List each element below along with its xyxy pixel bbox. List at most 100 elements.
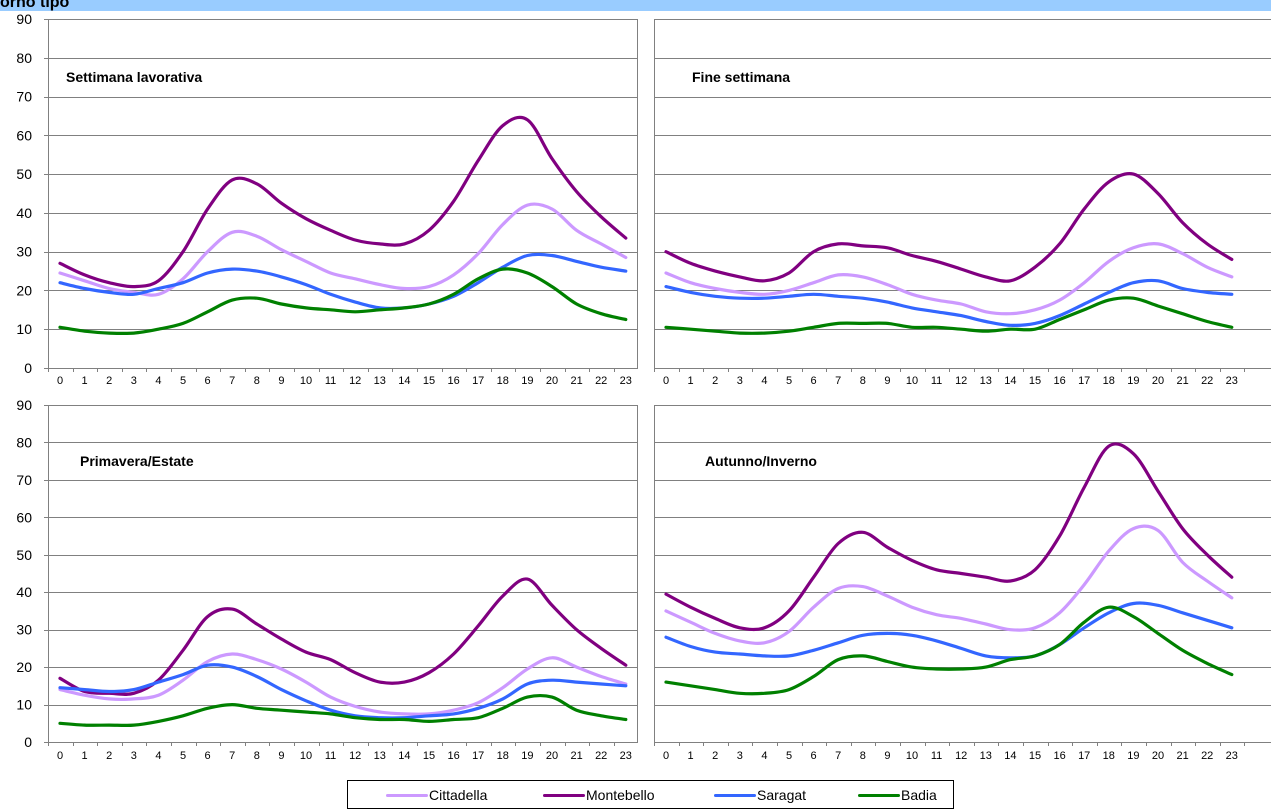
x-tick-label: 12 [955,750,967,762]
x-tick-label: 0 [663,750,669,762]
x-tick-label: 1 [688,750,694,762]
x-tick-label: 13 [374,375,386,387]
x-tick-label: 8 [860,750,866,762]
x-tick-label: 5 [786,750,792,762]
legend-swatch-cittadella [386,794,428,797]
x-tick-label: 17 [472,750,484,762]
x-tick-label: 6 [811,750,817,762]
series-line-cittadella [664,242,1234,316]
y-tick-label: 60 [16,509,32,525]
y-tick-label: 20 [16,282,32,298]
y-tick-label: 90 [16,11,32,27]
x-tick-label: 14 [398,750,410,762]
x-tick-label: 5 [180,375,186,387]
x-tick-label: 14 [1004,750,1016,762]
x-tick-label: 17 [1078,750,1090,762]
x-tick-label: 18 [497,750,509,762]
x-tick-label: 21 [1176,375,1188,387]
x-tick-label: 9 [278,375,284,387]
series-line-saragat [58,252,628,311]
x-tick-label: 23 [620,750,632,762]
x-tick-label: 14 [398,375,410,387]
x-tick-label: 21 [570,750,582,762]
x-tick-label: 21 [1176,750,1188,762]
x-tick-label: 6 [811,375,817,387]
chart-title-autunno-inverno: Autunno/Inverno [705,453,817,469]
y-tick-label: 0 [24,360,32,376]
x-tick-label: 8 [254,750,260,762]
x-tick-label: 17 [472,375,484,387]
y-tick-label: 40 [16,584,32,600]
x-tick-label: 19 [1127,375,1139,387]
x-tick-label: 4 [761,375,767,387]
chart-title-settimana-lavorativa: Settimana lavorativa [66,69,202,85]
x-tick-label: 10 [906,375,918,387]
header-title: orno tipo [0,0,70,11]
series-line-badia [664,296,1234,335]
y-tick-label: 30 [16,622,32,638]
x-tick-label: 4 [761,750,767,762]
x-tick-label: 19 [521,375,533,387]
chart-panel-fine-settimana: 0 1 2 3 4 5 6 7 8 9 10 11 12 13 14 15 16 17 18 19 20 21 22 23Fi… [654,19,1271,387]
x-tick-label: 16 [447,375,459,387]
x-tick-label: 10 [300,375,312,387]
x-tick-label: 20 [546,375,558,387]
x-tick-label: 20 [1152,375,1164,387]
x-tick-label: 2 [712,750,718,762]
x-tick-label: 15 [423,750,435,762]
x-tick-label: 19 [521,750,533,762]
x-tick-label: 1 [82,375,88,387]
x-tick-label: 11 [931,375,942,387]
y-tick-label: 40 [16,205,32,221]
x-tick-label: 2 [712,375,718,387]
series-line-montebello [58,577,628,696]
chart-title-fine-settimana: Fine settimana [692,69,790,85]
series-line-cittadella [58,652,628,716]
x-tick-label: 3 [737,375,743,387]
x-tick-label: 18 [1103,375,1115,387]
x-tick-label: 16 [447,750,459,762]
legend-label-cittadella: Cittadella [429,787,488,803]
series-line-badia [58,267,628,336]
legend-label-montebello: Montebello [586,787,655,803]
x-tick-label: 13 [980,750,992,762]
x-tick-label: 9 [278,750,284,762]
x-tick-label: 11 [325,750,336,762]
x-tick-label: 12 [349,375,361,387]
y-tick-label: 50 [16,547,32,563]
y-tick-label: 30 [16,244,32,260]
legend-label-saragat: Saragat [757,787,807,803]
x-tick-label: 22 [1201,375,1213,387]
x-tick-label: 16 [1053,750,1065,762]
legend-label-badia: Badia [901,787,937,803]
x-tick-label: 13 [980,375,992,387]
x-tick-label: 8 [254,375,260,387]
y-tick-label: 90 [16,397,32,413]
y-tick-label: 0 [24,734,32,750]
x-tick-label: 10 [300,750,312,762]
y-tick-label: 70 [16,89,32,105]
x-tick-label: 23 [1226,375,1238,387]
x-tick-label: 22 [1201,750,1213,762]
x-tick-label: 7 [835,375,841,387]
x-tick-label: 9 [884,750,890,762]
x-tick-label: 23 [1226,750,1238,762]
series-line-montebello [664,172,1234,283]
series-line-badia [58,693,628,728]
x-tick-label: 5 [180,750,186,762]
y-tick-label: 70 [16,472,32,488]
y-tick-label: 10 [16,321,32,337]
x-tick-label: 14 [1004,375,1016,387]
x-tick-label: 4 [155,375,161,387]
x-tick-label: 11 [325,375,336,387]
x-tick-label: 0 [57,750,63,762]
chart-title-primavera-estate: Primavera/Estate [80,453,194,469]
y-tick-label: 20 [16,659,32,675]
x-tick-label: 12 [955,375,967,387]
series-line-saragat [664,601,1234,660]
x-tick-label: 8 [860,375,866,387]
legend-swatch-montebello [543,794,585,797]
x-tick-label: 16 [1053,375,1065,387]
x-tick-label: 6 [205,750,211,762]
